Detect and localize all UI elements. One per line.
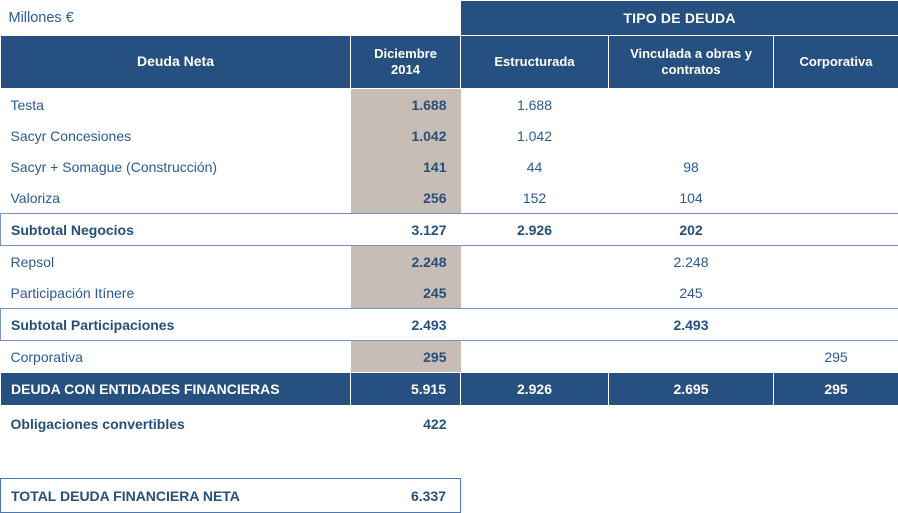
spacer-cell (609, 442, 774, 478)
subtotal-value-diciembre: 2.493 (351, 309, 461, 341)
row-value-vinculada (609, 89, 774, 121)
subtotal-value-estructurada (461, 309, 609, 341)
spacer-cell (774, 442, 898, 478)
row-value-vinculada: 104 (609, 182, 774, 214)
row-value-diciembre: 245 (351, 277, 461, 309)
row-value-diciembre: 1.688 (351, 89, 461, 121)
subtotal-negocios-row: Subtotal Negocios 3.127 2.926 202 (1, 214, 898, 246)
obligaciones-empty-vinculada (609, 406, 774, 443)
row-value-estructurada (461, 277, 609, 309)
table-row: Valoriza 256 152 104 (1, 182, 898, 214)
row-value-corporativa (774, 246, 898, 278)
subtotal-value-estructurada: 2.926 (461, 214, 609, 246)
table-row: Repsol 2.248 2.248 (1, 246, 898, 278)
grand-total-empty-vinculada (609, 479, 774, 513)
total-value-estructurada: 2.926 (461, 373, 609, 406)
obligaciones-empty-corporativa (774, 406, 898, 443)
spacer-row (1, 442, 898, 478)
row-value-estructurada: 152 (461, 182, 609, 214)
row-value-vinculada (609, 341, 774, 373)
row-value-estructurada (461, 246, 609, 278)
total-value-corporativa: 295 (774, 373, 898, 406)
col-header-period-line2: 2014 (391, 62, 420, 77)
row-value-corporativa (774, 120, 898, 151)
row-value-estructurada: 1.042 (461, 120, 609, 151)
grand-total-value-diciembre: 6.337 (351, 479, 461, 513)
row-value-corporativa (774, 151, 898, 182)
obligaciones-row: Obligaciones convertibles 422 (1, 406, 898, 443)
row-label: Corporativa (1, 341, 351, 373)
col-header-vinculada-line1: Vinculada a obras y (630, 46, 752, 61)
row-label: Sacyr Concesiones (1, 120, 351, 151)
row-label: Testa (1, 89, 351, 121)
row-value-estructurada: 1.688 (461, 89, 609, 121)
subtotal-value-corporativa (774, 214, 898, 246)
row-value-diciembre: 1.042 (351, 120, 461, 151)
row-value-diciembre: 295 (351, 341, 461, 373)
grand-total-row: TOTAL DEUDA FINANCIERA NETA 6.337 (1, 479, 898, 513)
row-value-estructurada (461, 341, 609, 373)
group-header-tipo-de-deuda: TIPO DE DEUDA (461, 1, 898, 36)
spacer-cell (1, 442, 351, 478)
row-value-corporativa (774, 182, 898, 214)
table-row: Sacyr Concesiones 1.042 1.042 (1, 120, 898, 151)
row-value-vinculada: 245 (609, 277, 774, 309)
grand-total-empty-corporativa (774, 479, 898, 513)
unit-caption: Millones € (1, 1, 461, 36)
row-value-diciembre: 2.248 (351, 246, 461, 278)
row-value-vinculada (609, 120, 774, 151)
subtotal-participaciones-row: Subtotal Participaciones 2.493 2.493 (1, 309, 898, 341)
obligaciones-value-diciembre: 422 (351, 406, 461, 443)
col-header-diciembre-2014: Diciembre 2014 (351, 36, 461, 89)
row-label: Sacyr + Somague (Construcción) (1, 151, 351, 182)
total-value-vinculada: 2.695 (609, 373, 774, 406)
subtotal-value-vinculada: 202 (609, 214, 774, 246)
col-header-deuda-neta: Deuda Neta (1, 36, 351, 89)
col-header-vinculada-line2: contratos (661, 62, 720, 77)
spacer-cell (351, 442, 461, 478)
subtotal-value-diciembre: 3.127 (351, 214, 461, 246)
col-header-period-line1: Diciembre (374, 46, 437, 61)
row-value-vinculada: 2.248 (609, 246, 774, 278)
total-entidades-row: DEUDA CON ENTIDADES FINANCIERAS 5.915 2.… (1, 373, 898, 406)
caption-row: Millones € TIPO DE DEUDA (1, 1, 898, 36)
table-row: Participación Itínere 245 245 (1, 277, 898, 309)
row-value-corporativa (774, 89, 898, 121)
obligaciones-empty-estructurada (461, 406, 609, 443)
table-row: Testa 1.688 1.688 (1, 89, 898, 121)
grand-total-label: TOTAL DEUDA FINANCIERA NETA (1, 479, 351, 513)
subtotal-value-corporativa (774, 309, 898, 341)
subtotal-value-vinculada: 2.493 (609, 309, 774, 341)
row-label: Valoriza (1, 182, 351, 214)
total-value-diciembre: 5.915 (351, 373, 461, 406)
col-header-corporativa: Corporativa (774, 36, 898, 89)
col-header-estructurada: Estructurada (461, 36, 609, 89)
subtotal-label: Subtotal Negocios (1, 214, 351, 246)
row-label: Participación Itínere (1, 277, 351, 309)
row-value-corporativa: 295 (774, 341, 898, 373)
row-value-diciembre: 141 (351, 151, 461, 182)
row-value-estructurada: 44 (461, 151, 609, 182)
col-header-vinculada: Vinculada a obras y contratos (609, 36, 774, 89)
row-label: Repsol (1, 246, 351, 278)
subtotal-label: Subtotal Participaciones (1, 309, 351, 341)
total-label: DEUDA CON ENTIDADES FINANCIERAS (1, 373, 351, 406)
spacer-cell (461, 442, 609, 478)
row-value-corporativa (774, 277, 898, 309)
table-row: Sacyr + Somague (Construcción) 141 44 98 (1, 151, 898, 182)
row-value-diciembre: 256 (351, 182, 461, 214)
table-row: Corporativa 295 295 (1, 341, 898, 373)
grand-total-empty-estructurada (461, 479, 609, 513)
obligaciones-label: Obligaciones convertibles (1, 406, 351, 443)
row-value-vinculada: 98 (609, 151, 774, 182)
column-header-row: Deuda Neta Diciembre 2014 Estructurada V… (1, 36, 898, 89)
